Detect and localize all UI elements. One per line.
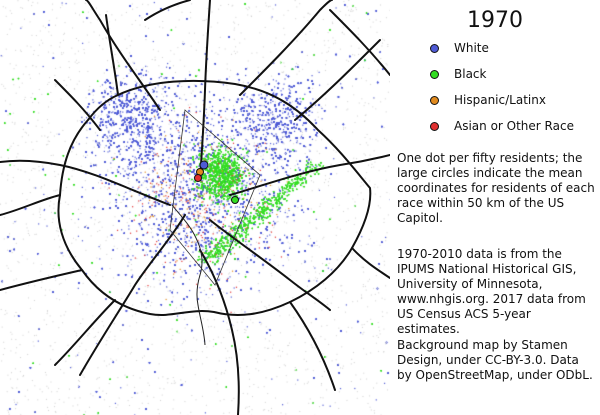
attribution-note: Background map by Stamen Design, under C… <box>397 338 593 382</box>
i66-road <box>0 159 171 206</box>
route50-east-road <box>229 154 390 196</box>
population-dot-layer <box>0 0 390 415</box>
black-circle-icon <box>430 69 439 79</box>
legend-label-white: White <box>454 41 489 55</box>
legend-label-asian: Asian or Other Race <box>454 119 574 133</box>
georgia-ave-road <box>199 0 211 181</box>
baltimore-parkway-road <box>294 39 381 121</box>
hispanic-circle-icon <box>430 95 439 105</box>
legend-label-hispanic: Hispanic/Latinx <box>454 93 546 107</box>
white-circle-icon <box>430 43 439 53</box>
dulles-road <box>0 269 83 291</box>
i495-north-road <box>105 14 119 96</box>
i95-south-road <box>199 249 240 415</box>
legend-label-black: Black <box>454 67 487 81</box>
i95-north-road <box>239 0 333 96</box>
method-note: One dot per fifty residents; the large c… <box>397 151 595 225</box>
asian-mean-circle <box>194 174 202 182</box>
i495-east-road <box>351 247 390 279</box>
i395-road <box>79 214 186 376</box>
river-road <box>54 79 101 131</box>
northwest-road <box>144 0 191 21</box>
legend-item-asian: Asian or Other Race <box>430 116 574 136</box>
data-source-note: 1970-2010 data is from the IPUMS Nationa… <box>397 247 586 336</box>
year-title: 1970 <box>467 8 523 33</box>
dot-density-map[interactable] <box>0 0 390 415</box>
west-link-road <box>54 299 116 366</box>
asian-circle-icon <box>430 121 439 131</box>
legend-item-white: White <box>430 38 489 58</box>
i495-west-road <box>0 194 61 216</box>
white-mean-circle <box>199 160 209 170</box>
i295-road <box>209 219 331 311</box>
black-mean-circle <box>231 196 239 204</box>
legend-item-hispanic: Hispanic/Latinx <box>430 90 546 110</box>
southeast-road <box>289 301 336 391</box>
dc-boundary <box>169 109 261 286</box>
legend-item-black: Black <box>430 64 486 84</box>
potomac-river <box>171 204 206 346</box>
i270-road <box>85 0 161 111</box>
info-panel: 1970 White Black Hispanic/Latinx Asian o… <box>390 0 600 415</box>
road-network <box>0 0 390 415</box>
north-east-link-road <box>329 9 390 76</box>
